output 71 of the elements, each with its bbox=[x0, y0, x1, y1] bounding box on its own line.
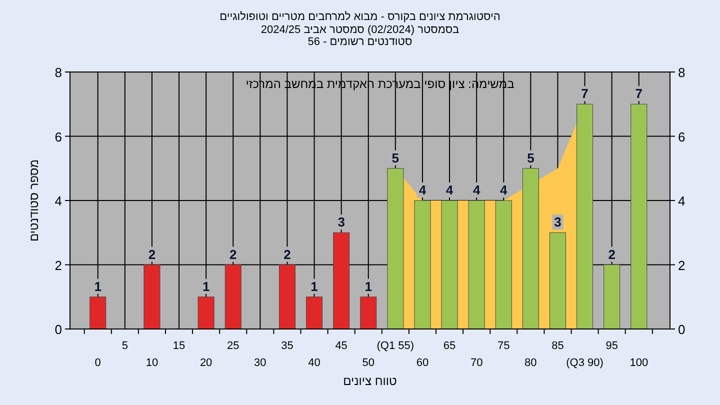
chart-title: היסטוגרמת ציונים בקורס - מבוא למרחבים מטריים וטופולוגיים bbox=[220, 11, 500, 23]
x-axis-title: טווח ציונים bbox=[343, 374, 398, 388]
x-tick-label: 40 bbox=[308, 357, 320, 369]
bar bbox=[549, 232, 566, 330]
x-tick-label: 0 bbox=[94, 357, 101, 369]
bar bbox=[198, 296, 214, 330]
data-label: 3 bbox=[338, 214, 345, 230]
x-tick-label: 80 bbox=[524, 357, 537, 369]
x-tick-label: 60 bbox=[416, 357, 429, 369]
y2-tick-label: 8 bbox=[678, 65, 686, 80]
x-tick-label: (Q3 90) bbox=[566, 357, 604, 369]
bar bbox=[522, 168, 539, 330]
x-tick-label: 25 bbox=[226, 340, 240, 352]
x-tick-label: 15 bbox=[172, 340, 186, 352]
data-label: 5 bbox=[392, 150, 400, 166]
bar bbox=[495, 200, 512, 330]
x-tick-label: (Q1 55) bbox=[376, 340, 414, 352]
data-label: 4 bbox=[418, 182, 427, 198]
bar bbox=[576, 104, 594, 330]
y-tick-label: 4 bbox=[54, 194, 62, 208]
y-axis-title: מספר סטודנטים bbox=[27, 159, 41, 242]
x-tick-label: 20 bbox=[200, 357, 212, 369]
data-label: 2 bbox=[608, 246, 616, 262]
y2-tick-label: 4 bbox=[678, 194, 686, 208]
x-tick-label: 45 bbox=[335, 340, 348, 352]
bar bbox=[414, 200, 431, 330]
bar bbox=[604, 264, 620, 330]
x-tick-label: 85 bbox=[552, 340, 564, 352]
data-label: 2 bbox=[148, 246, 156, 262]
y2-tick-label: 6 bbox=[678, 129, 686, 144]
bar bbox=[306, 296, 323, 330]
x-tick-label: 5 bbox=[122, 340, 128, 352]
bar bbox=[278, 264, 296, 330]
bar bbox=[387, 168, 404, 330]
data-label: 2 bbox=[284, 246, 291, 262]
bar bbox=[630, 104, 648, 330]
data-label: 1 bbox=[310, 278, 318, 294]
bar bbox=[144, 264, 160, 330]
data-label: 4 bbox=[500, 182, 508, 198]
data-label: 7 bbox=[635, 86, 643, 102]
x-tick-label: 95 bbox=[606, 340, 618, 352]
bar bbox=[441, 200, 458, 330]
y2-tick-label: 0 bbox=[678, 322, 686, 337]
bar bbox=[224, 264, 242, 330]
x-tick-label: 30 bbox=[254, 357, 266, 369]
data-label: 7 bbox=[581, 86, 588, 102]
x-tick-label: 10 bbox=[146, 357, 158, 369]
y-tick-label: 0 bbox=[54, 322, 62, 337]
y-tick-label: 2 bbox=[54, 258, 62, 273]
data-label: 4 bbox=[446, 182, 454, 198]
bar bbox=[333, 232, 350, 330]
y-tick-label: 8 bbox=[54, 65, 62, 80]
data-label: 1 bbox=[94, 278, 102, 294]
data-label: 1 bbox=[202, 278, 210, 294]
x-tick-label: 50 bbox=[362, 357, 374, 369]
data-label: 2 bbox=[230, 246, 237, 262]
x-tick-label: 35 bbox=[281, 340, 294, 352]
y-tick-label: 6 bbox=[54, 129, 62, 144]
x-tick-label: 75 bbox=[498, 340, 510, 352]
data-label: 3 bbox=[554, 214, 562, 230]
x-tick-label: 100 bbox=[630, 357, 648, 369]
bar bbox=[468, 200, 485, 330]
bar bbox=[90, 296, 106, 330]
y2-tick-label: 2 bbox=[678, 258, 686, 273]
data-label: 4 bbox=[472, 182, 481, 198]
chart-subtitle: בסמסטר (02/2024) סמסטר אביב 2024/25 סטודנטים רשומים - 56 bbox=[260, 24, 460, 48]
x-tick-label: 70 bbox=[470, 357, 483, 369]
bar bbox=[360, 296, 377, 330]
x-tick-label: 65 bbox=[443, 340, 456, 352]
data-label: 5 bbox=[527, 150, 534, 166]
data-label: 1 bbox=[364, 278, 372, 294]
